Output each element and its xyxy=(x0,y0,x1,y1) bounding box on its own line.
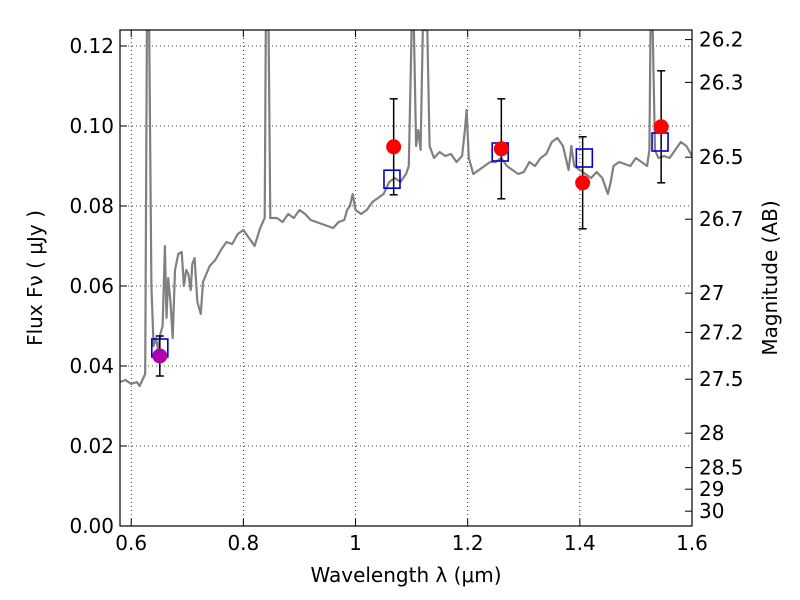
observed-point xyxy=(575,175,591,191)
mag-tick-label: 27 xyxy=(699,281,724,305)
model-point xyxy=(383,169,401,189)
x-tick-label: 0.8 xyxy=(227,531,259,555)
y-axis-ticks: 0.00 0.02 0.04 0.06 0.08 0.10 0.12 xyxy=(69,34,127,538)
observed-point xyxy=(493,141,509,157)
mag-tick-label: 29 xyxy=(699,477,724,501)
y-tick-label: 0.00 xyxy=(69,514,114,538)
y-tick-label: 0.08 xyxy=(69,194,114,218)
mag-tick-label: 30 xyxy=(699,499,724,523)
plot-frame xyxy=(119,29,693,527)
right-axis-label: Magnitude (AB) xyxy=(758,200,782,355)
observed-point xyxy=(653,119,669,135)
x-axis-label: Wavelength λ (μm) xyxy=(310,563,501,587)
model-spectrum-series xyxy=(120,30,692,388)
y-tick-label: 0.10 xyxy=(69,114,114,138)
observed-point xyxy=(386,139,402,155)
x-tick-label: 1 xyxy=(349,531,362,555)
model-photometry-series xyxy=(151,132,669,358)
mag-tick-label: 28.5 xyxy=(699,456,744,480)
mag-tick-label: 27.5 xyxy=(699,367,744,391)
observed-photometry-series xyxy=(152,119,669,364)
y-tick-label: 0.04 xyxy=(69,354,114,378)
model-point xyxy=(575,148,594,168)
y-tick-label: 0.12 xyxy=(69,34,114,58)
y-tick-label: 0.02 xyxy=(69,434,114,458)
x-tick-label: 1.6 xyxy=(676,531,708,555)
y-axis-label: Flux Fν ( μJy ) xyxy=(23,210,47,346)
x-tick-label: 1.4 xyxy=(564,531,596,555)
x-tick-label: 1.2 xyxy=(452,531,484,555)
mag-tick-label: 26.2 xyxy=(699,28,744,52)
x-tick-label: 0.6 xyxy=(115,531,147,555)
mag-tick-label: 27.2 xyxy=(699,320,744,344)
mag-tick-label: 28 xyxy=(699,421,724,445)
mag-tick-label: 26.7 xyxy=(699,207,744,231)
y-tick-label: 0.06 xyxy=(69,274,114,298)
mag-tick-label: 26.5 xyxy=(699,145,744,169)
mag-tick-label: 26.3 xyxy=(699,70,744,94)
observed-point xyxy=(152,348,168,364)
x-axis-ticks: 0.6 0.8 1 1.2 1.4 1.6 xyxy=(115,30,708,555)
spectrum-line xyxy=(120,30,692,388)
